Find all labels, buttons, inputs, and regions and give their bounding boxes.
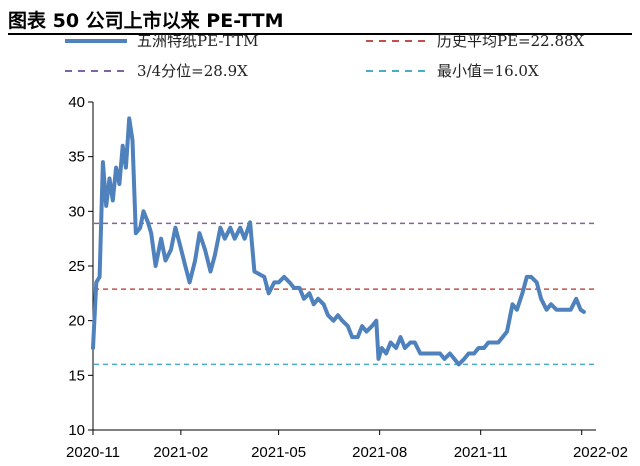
x-tick-label: 2022-02: [573, 444, 628, 461]
axes: 10 15 20 25 30 35 40 2020-11 2021-02 2021-05 2021-…: [66, 94, 628, 461]
x-tick-label: 2021-02: [153, 444, 208, 461]
legend: 五洲特纸PE-TTM 历史平均PE=22.88X 3/4分位=28.9X 最小值=16…: [65, 32, 585, 80]
y-tick-label: 25: [68, 258, 85, 275]
series-layer: [91, 116, 586, 367]
pe-ttm-series-line: [91, 116, 586, 367]
legend-label-3: 最小值=16.0X: [437, 62, 539, 80]
legend-label-0: 五洲特纸PE-TTM: [137, 32, 259, 50]
chart-title: 图表 50 公司上市以来 PE-TTM: [8, 10, 284, 32]
x-tick-label: 2021-08: [352, 444, 407, 461]
y-tick-label: 15: [68, 367, 85, 384]
legend-label-2: 3/4分位=28.9X: [137, 62, 248, 80]
reference-lines: [94, 222, 596, 366]
y-tick-label: 10: [68, 422, 85, 439]
legend-label-1: 历史平均PE=22.88X: [437, 32, 585, 50]
y-tick-label: 40: [68, 94, 85, 111]
x-tick-label: 2020-11: [66, 444, 120, 461]
x-tick-label: 2021-05: [251, 444, 306, 461]
y-tick-label: 20: [68, 313, 85, 330]
y-tick-label: 30: [68, 203, 85, 220]
title-underline: [8, 33, 632, 35]
x-tick-label: 2021-11: [454, 444, 508, 461]
y-tick-label: 35: [68, 149, 85, 166]
